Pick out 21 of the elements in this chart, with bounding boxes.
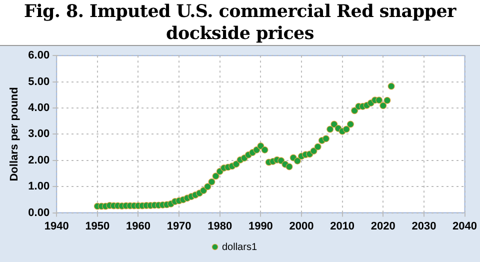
legend-label: dollars1: [222, 242, 258, 253]
y-tick-label: 0.00: [28, 206, 50, 219]
x-tick-label: 2040: [452, 220, 478, 232]
chart-title: Fig. 8. Imputed U.S. commercial Red snapper dockside prices: [0, 0, 480, 46]
x-tick-label: 1970: [166, 220, 192, 232]
y-tick-label: 5.00: [28, 76, 50, 88]
x-tick-label: 1960: [126, 220, 150, 232]
y-tick-label: 6.00: [28, 50, 50, 62]
x-tick-label: 2000: [289, 220, 314, 232]
y-axis-title: Dollars per pound: [8, 87, 21, 182]
x-tick-label: 1950: [85, 220, 110, 232]
x-tick-label: 1990: [248, 220, 273, 232]
y-tick-label: 3.00: [28, 128, 50, 140]
x-tick-label: 2030: [412, 220, 436, 232]
y-tick-label: 4.00: [28, 102, 50, 114]
x-tick-label: 1940: [44, 220, 69, 232]
y-tick-label: 2.00: [28, 154, 50, 166]
x-tick-label: 1980: [208, 220, 232, 232]
y-tick-label: 1.00: [28, 180, 50, 193]
x-tick-label: 2020: [370, 220, 396, 232]
x-tick-label: 2010: [330, 220, 355, 232]
